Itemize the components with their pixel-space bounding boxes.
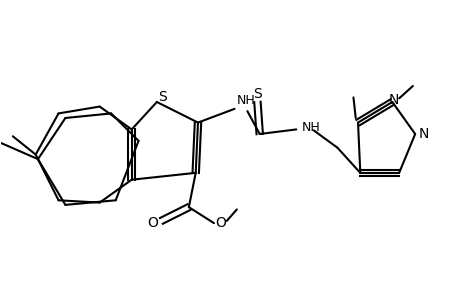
Text: O: O: [147, 216, 158, 230]
Text: NH: NH: [301, 121, 320, 134]
Text: N: N: [417, 127, 428, 141]
Text: O: O: [215, 216, 226, 230]
Text: NH: NH: [236, 94, 255, 107]
Text: S: S: [252, 87, 261, 101]
Text: S: S: [157, 89, 166, 103]
Text: N: N: [388, 93, 398, 107]
